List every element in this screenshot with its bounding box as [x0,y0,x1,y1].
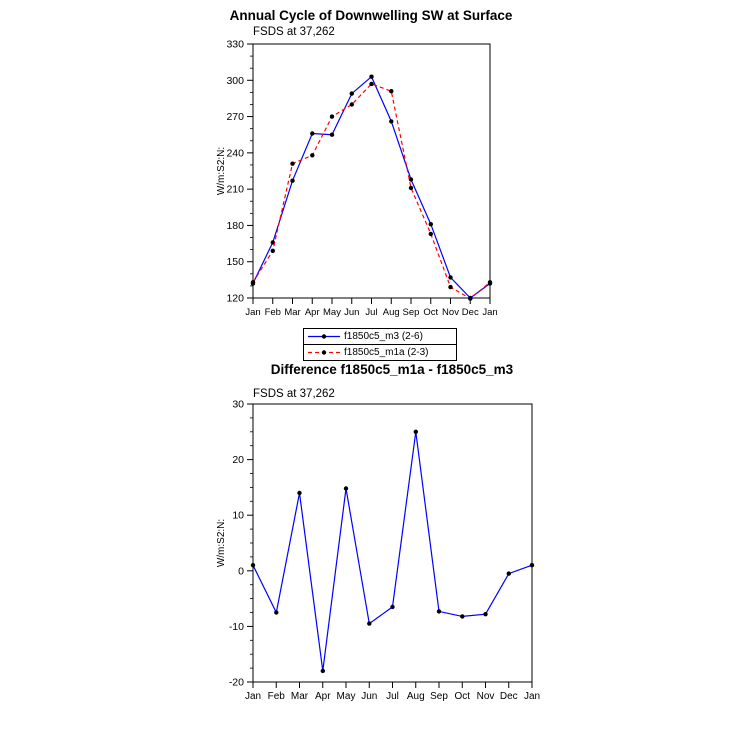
bottom-chart-title: Difference f1850c5_m1a - f1850c5_m3 [270,362,514,377]
y-axis-label: W/m:S2:N: [216,147,227,195]
x-tick-label: Feb [265,307,281,318]
x-tick-label: Dec [462,307,479,318]
bottom-chart-canvas: -20 -10 0 10 20 30 Jan Feb Mar Apr May Jun Jul Aug Sep… [216,399,540,703]
x-tick-label: Oct [423,307,438,318]
series-markers-1 [250,81,493,301]
x-tick-label: Jan [482,307,497,318]
y-tick-label: -20 [229,677,244,689]
y-tick-label: 330 [226,39,244,51]
y-tick-label: 120 [226,293,244,305]
series-markers-0 [250,429,535,674]
x-tick-label: Aug [383,307,400,318]
y-tick-label: 20 [232,454,244,466]
x-tick-label: May [323,307,341,318]
x-tick-label: Sep [430,691,448,702]
y-tick-label: -10 [229,621,244,633]
x-tick-label: Apr [315,691,331,702]
x-tick-label: Apr [305,307,320,318]
y-axis-label: W/m:S2:N: [216,519,227,567]
x-tick-label: Mar [291,691,309,702]
x-tick-label: Mar [284,307,300,318]
series-line-0 [252,75,491,299]
series-line-0 [252,431,533,671]
x-tick-label: Feb [268,691,286,702]
plot-frame [252,403,533,683]
legend-line-sample-m1a [308,350,340,355]
legend-line-sample-m3 [308,334,340,339]
bottom-chart-subtitle: FSDS at 37,262 [253,388,335,400]
series-markers-0 [250,74,493,301]
x-tick-label: Jul [386,691,399,702]
x-tick-label: Oct [454,691,470,702]
y-tick-label: 10 [232,510,244,522]
x-tick-label: Jan [245,307,260,318]
y-tick-label: 300 [226,75,244,87]
x-tick-label: Jul [365,307,377,318]
legend: f1850c5_m3 (2-6) f1850c5_m1a (2-3) [303,328,457,361]
axes: -20 -10 0 10 20 30 Jan Feb Mar Apr May Jun Jul Aug Sep… [229,399,540,703]
top-chart-subtitle: FSDS at 37,262 [253,26,335,38]
y-tick-label: 240 [226,147,244,159]
x-tick-label: Jun [361,691,377,702]
legend-marker [321,350,327,355]
y-tick-label: 0 [238,565,244,577]
x-tick-label: Aug [407,691,425,702]
x-tick-label: Jan [245,691,261,702]
y-tick-label: 150 [226,256,244,268]
legend-label-m3: f1850c5_m3 (2-6) [344,331,423,342]
y-tick-label: 30 [232,399,244,411]
y-tick-label: 210 [226,184,244,196]
y-tick-label: 270 [226,111,244,123]
legend-item-m3: f1850c5_m3 (2-6) [304,329,456,345]
top-chart-title: Annual Cycle of Downwelling SW at Surfac… [229,8,513,23]
x-tick-label: May [337,691,356,702]
legend-label-m1a: f1850c5_m1a (2-3) [344,347,429,358]
legend-marker [321,334,327,339]
x-tick-label: Sep [403,307,420,318]
x-tick-label: Nov [477,691,495,702]
plot-frame [252,43,491,299]
x-tick-label: Nov [442,307,459,318]
x-tick-label: Jun [344,307,359,318]
x-tick-label: Dec [500,691,518,702]
legend-item-m1a: f1850c5_m1a (2-3) [304,345,456,360]
x-tick-label: Jan [524,691,540,702]
y-tick-label: 180 [226,220,244,232]
